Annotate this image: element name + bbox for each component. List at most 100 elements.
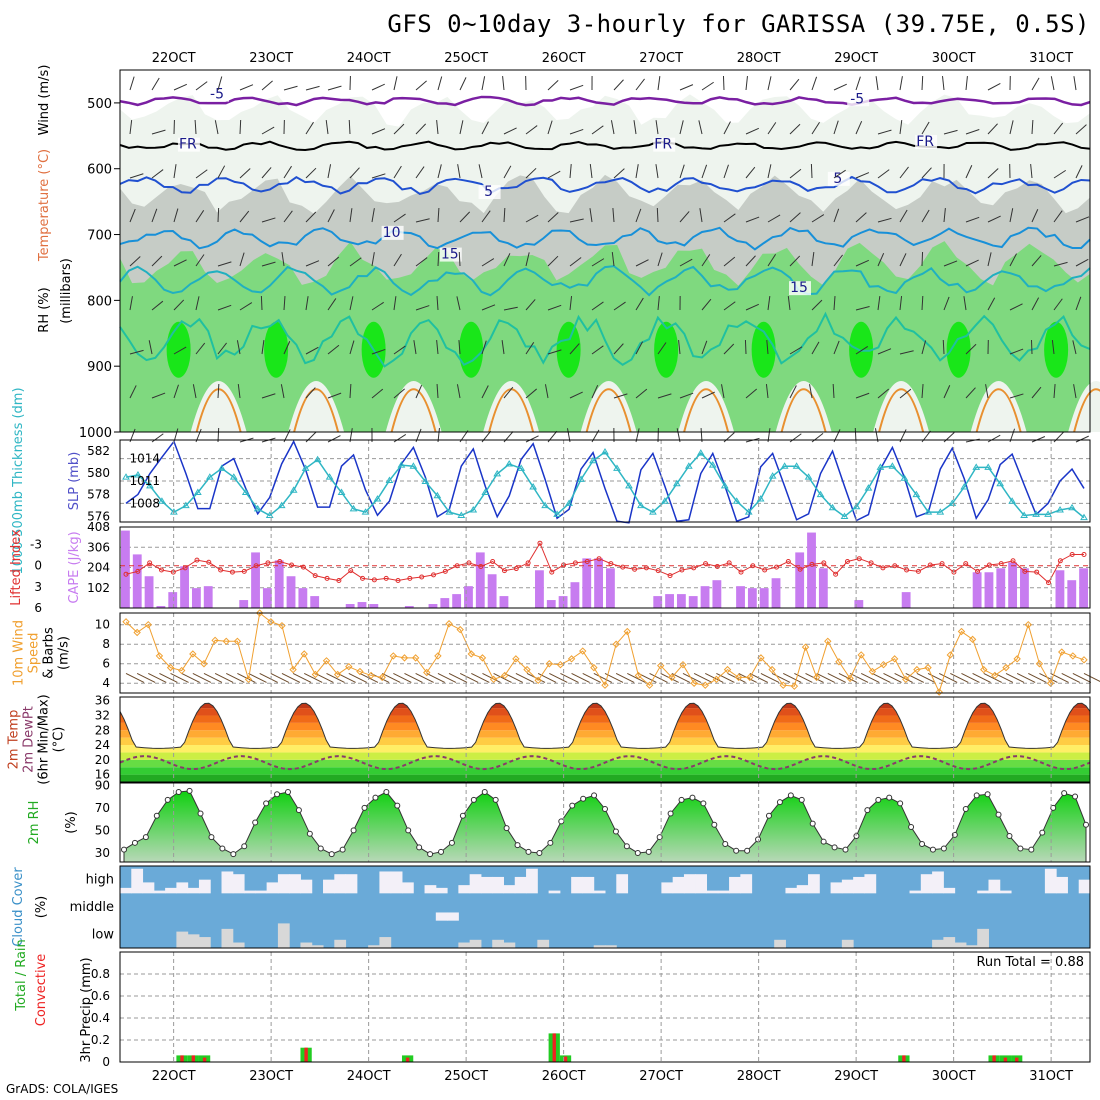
temp-band (120, 703, 1090, 709)
wind-barb (809, 384, 813, 399)
rh-patch (459, 321, 484, 378)
cloud-bar-high (131, 868, 144, 894)
wind-barb (525, 167, 537, 179)
wind-marker (835, 658, 843, 666)
wind-barb (943, 129, 958, 135)
wind-barb (833, 295, 836, 311)
wind-barb (459, 77, 467, 91)
wind-barb (415, 257, 428, 267)
li-marker (679, 567, 685, 573)
wind-barb (503, 127, 517, 135)
li-marker (975, 568, 981, 574)
wind-barb (877, 217, 892, 223)
rh-marker (153, 812, 160, 819)
date-label-bottom: 25OCT (444, 1069, 488, 1084)
wind-barb (760, 673, 780, 683)
thickness-marker (852, 502, 861, 510)
rh-marker (623, 843, 630, 850)
li-marker (868, 560, 874, 566)
wind-marker (434, 652, 442, 660)
axis-label: Speed (27, 633, 42, 674)
wind-barb (502, 76, 505, 91)
li-marker (655, 568, 661, 574)
li-marker (490, 559, 496, 565)
wind-barb (371, 83, 385, 91)
wind-marker (200, 660, 208, 668)
wind-marker (1002, 663, 1010, 672)
cape-bar (901, 592, 911, 608)
wind-barb (129, 296, 133, 311)
wind-marker (612, 640, 620, 648)
wind-barb (771, 673, 791, 683)
date-label-bottom: 30OCT (932, 1069, 976, 1084)
wind-barb (173, 259, 187, 267)
cape-bar (771, 578, 781, 608)
li-marker (584, 559, 590, 565)
cape-bar (345, 604, 355, 608)
rh-marker (995, 811, 1002, 818)
cape-bar (262, 588, 272, 608)
wind-barb (129, 76, 135, 91)
cape-bar (168, 592, 178, 608)
li-marker (371, 577, 377, 583)
rh-marker (634, 849, 641, 856)
cloud-bar-high (424, 885, 437, 894)
thickness-marker (1032, 510, 1040, 517)
contour-label: 15 (441, 247, 459, 263)
wind-barb (239, 252, 245, 267)
tick-label: 800 (87, 294, 112, 309)
cape-bar (156, 606, 166, 608)
li-marker (501, 568, 507, 574)
cape-bar (700, 586, 710, 608)
li-marker (596, 556, 602, 562)
li-marker (821, 560, 827, 566)
tick-label: 20 (95, 753, 110, 767)
cloud-bar-high (153, 890, 166, 894)
contour-label-bg (847, 92, 870, 107)
wind-barb (723, 121, 731, 135)
wind-barb (481, 121, 489, 135)
li-marker (395, 578, 401, 584)
axis-label: Cloud Cover (11, 867, 26, 947)
cloud-bar-low (537, 939, 550, 948)
rh-marker (842, 846, 849, 853)
wind-barb (723, 343, 735, 355)
wind-barb (1031, 119, 1034, 135)
wind-barb (437, 251, 440, 267)
cape-bar (286, 576, 296, 608)
axis-label: 2m RH (27, 801, 42, 845)
wind-marker (423, 668, 431, 677)
cape-bar (132, 554, 142, 608)
wind-barb (437, 673, 457, 683)
wind-barb (789, 123, 801, 135)
cloud-bar-low (334, 939, 347, 948)
contour-label-bg (478, 185, 501, 200)
thickness-marker (936, 508, 945, 515)
wind-barb (426, 673, 445, 683)
wind-barb (1051, 340, 1055, 355)
wind-barb (125, 673, 145, 683)
li-marker (1010, 558, 1016, 564)
wind-marker (801, 643, 810, 651)
contour-label-bg (381, 225, 404, 240)
cloud-bar-high (920, 874, 933, 894)
rh-marker (755, 836, 762, 843)
rh-marker (142, 834, 149, 841)
cloud-bar-high (932, 871, 944, 894)
cape-bar (795, 552, 805, 608)
wind-barb (613, 301, 626, 311)
cloud-bar-high (864, 874, 877, 894)
thickness-marker (277, 501, 286, 509)
cape-bar (854, 600, 864, 608)
cloud-bar-high (469, 874, 482, 894)
footer-credit: GrADS: COLA/IGES (6, 1082, 119, 1096)
wind-barb (1009, 393, 1024, 399)
cloud-bar-high (244, 890, 256, 894)
cape-bar (404, 606, 414, 608)
wind-marker (133, 628, 141, 637)
wind-barb (811, 121, 820, 135)
wind-marker (255, 609, 264, 617)
wind-barb (393, 76, 398, 91)
wind-barb (281, 673, 301, 683)
thickness-marker (732, 497, 741, 504)
